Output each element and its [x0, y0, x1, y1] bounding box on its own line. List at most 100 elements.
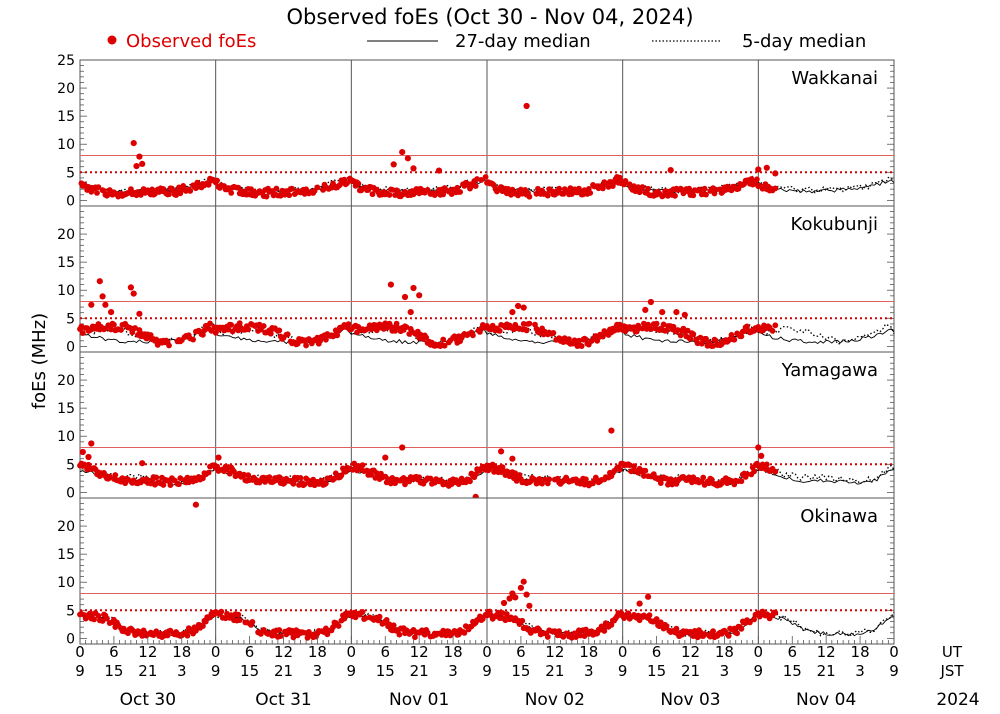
observed-point [200, 331, 206, 338]
ut-tick-label: 0 [889, 643, 899, 661]
ut-tick-label: 18 [579, 643, 598, 661]
observed-point [539, 480, 545, 487]
observed-point [435, 167, 443, 174]
observed-point [424, 187, 431, 193]
jst-axis-label: JST [939, 662, 964, 680]
observed-point [387, 281, 394, 288]
observed-point [389, 186, 396, 193]
observed-point [290, 480, 297, 487]
ut-tick-label: 6 [787, 643, 797, 661]
observed-point [399, 444, 406, 451]
observed-point [130, 290, 137, 297]
observed-point [136, 310, 143, 317]
observed-point [99, 293, 106, 300]
observed-point [672, 192, 678, 199]
observed-point [710, 628, 716, 634]
observed-point [772, 170, 779, 177]
observed-point [166, 191, 172, 198]
ut-tick-label: 0 [75, 643, 85, 661]
observed-point [686, 185, 692, 192]
observed-point [751, 616, 757, 623]
observed-point [102, 301, 109, 308]
y-tick-label: 10 [57, 283, 75, 299]
y-tick-label: 25 [57, 53, 75, 69]
jst-tick-label: 3 [448, 662, 458, 680]
observed-point [642, 467, 649, 474]
observed-point [701, 185, 708, 192]
observed-point [526, 602, 533, 609]
observed-point [95, 184, 102, 191]
observed-point [416, 474, 423, 481]
observed-point [523, 591, 530, 598]
jst-tick-label: 15 [783, 662, 802, 680]
observed-point [388, 480, 394, 487]
ut-tick-label: 12 [681, 643, 700, 661]
observed-point [512, 594, 519, 601]
ut-tick-label: 18 [851, 643, 870, 661]
observed-point [690, 331, 697, 338]
observed-point [301, 191, 308, 197]
observed-point [81, 461, 88, 468]
observed-point [200, 623, 206, 629]
observed-point [759, 185, 766, 192]
y-tick-label: 15 [57, 401, 75, 417]
station-label: Yamagawa [781, 360, 878, 381]
observed-point [703, 191, 709, 198]
observed-point [390, 622, 397, 629]
observed-point [663, 327, 670, 334]
observed-point [190, 336, 197, 343]
observed-point [673, 625, 680, 632]
observed-point [587, 190, 594, 196]
observed-point [396, 631, 403, 638]
ut-tick-label: 6 [380, 643, 390, 661]
observed-point [91, 616, 97, 623]
observed-point [127, 284, 134, 291]
jst-tick-label: 15 [511, 662, 530, 680]
observed-point [687, 336, 694, 342]
observed-point [755, 444, 762, 451]
observed-point [772, 185, 779, 192]
observed-point [495, 609, 502, 616]
jst-tick-label: 9 [754, 662, 764, 680]
year-label: 2024 [936, 690, 979, 710]
observed-point [184, 632, 191, 639]
y-tick-label: 20 [57, 519, 75, 535]
observed-point [132, 325, 139, 331]
observed-point [578, 343, 585, 349]
y-tick-label: 10 [57, 429, 75, 445]
y-axis-label: foEs (MHz) [29, 313, 50, 409]
observed-point [118, 327, 124, 333]
observed-point [744, 323, 750, 330]
observed-point [520, 321, 527, 327]
observed-point [496, 328, 503, 334]
station-label: Kokubunji [791, 214, 878, 235]
observed-point [648, 326, 654, 332]
ut-tick-label: 6 [516, 643, 526, 661]
y-tick-label: 20 [57, 81, 75, 97]
observed-point [700, 474, 707, 481]
observed-point [491, 469, 497, 475]
observed-point [601, 628, 608, 634]
y-tick-label: 15 [57, 109, 75, 125]
ut-tick-label: 0 [754, 643, 764, 661]
observed-point [763, 164, 770, 171]
observed-point [461, 630, 468, 636]
observed-point [79, 448, 86, 456]
observed-point [738, 478, 745, 485]
observed-point [330, 624, 336, 631]
observed-point [245, 472, 252, 479]
observed-point [228, 190, 235, 196]
observed-point [440, 336, 447, 343]
observed-point [747, 619, 753, 626]
observed-point [355, 180, 362, 187]
observed-point [276, 627, 283, 633]
observed-point [744, 471, 750, 477]
observed-point [200, 475, 206, 482]
jst-tick-label: 15 [647, 662, 666, 680]
observed-point [550, 330, 557, 336]
date-label: Oct 31 [255, 690, 311, 710]
legend-observed-marker [107, 35, 117, 45]
observed-point [176, 481, 182, 488]
y-tick-label: 10 [57, 575, 75, 591]
observed-point [376, 613, 383, 620]
